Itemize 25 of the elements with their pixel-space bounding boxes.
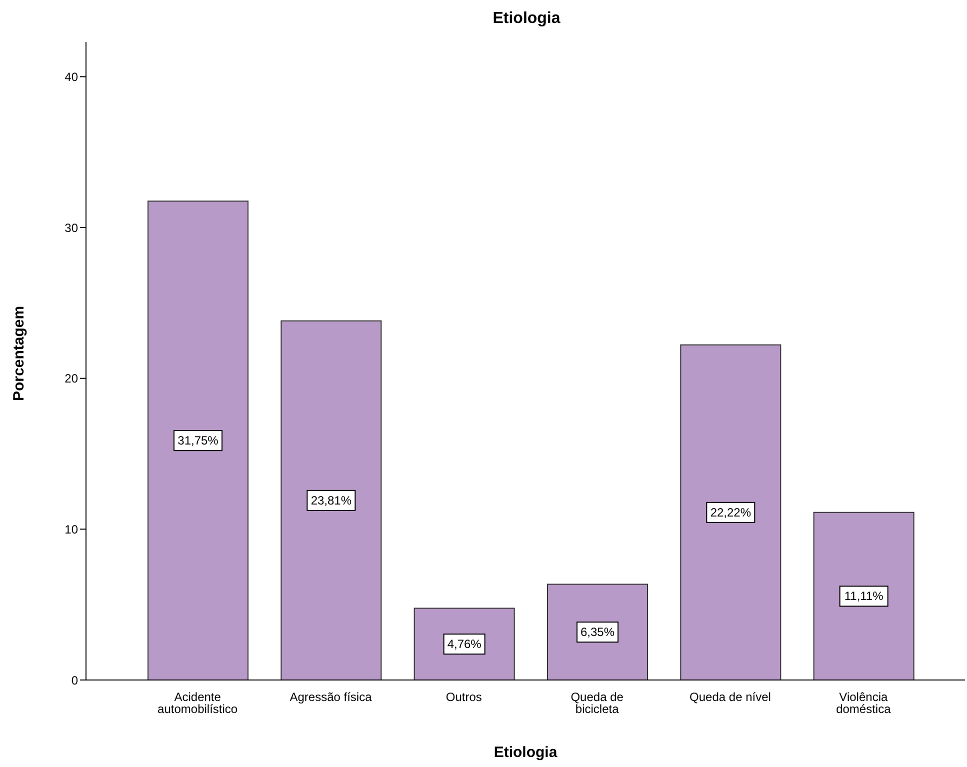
- data-label: 11,11%: [844, 589, 884, 604]
- bar: [813, 512, 914, 680]
- bar: [547, 584, 648, 680]
- x-tick-label: Agressão física: [290, 690, 372, 704]
- x-tick-label: Outros: [446, 690, 482, 704]
- y-tick-label: 30: [64, 220, 78, 235]
- data-label: 31,75%: [178, 434, 219, 448]
- y-tick-label: 0: [71, 673, 78, 688]
- x-tick-label: Queda de bicicleta: [570, 690, 624, 716]
- y-tick-label: 40: [64, 70, 78, 84]
- y-tick-label: 20: [64, 372, 78, 386]
- x-tick-label: Queda de nível: [690, 690, 771, 704]
- bar: [280, 320, 382, 680]
- data-label: 4,76%: [447, 637, 482, 652]
- data-label: 23,81%: [310, 493, 352, 508]
- x-tick-label: Violência doméstica: [836, 690, 892, 716]
- y-axis-title: Porcentagem: [10, 306, 28, 401]
- bar: [680, 344, 782, 680]
- bar: [148, 200, 248, 680]
- y-tick-label: 10: [64, 522, 78, 536]
- data-label: 22,22%: [710, 505, 752, 520]
- x-axis-title: Etiologia: [494, 744, 558, 761]
- x-tick-label: Acidente automobilístico: [158, 690, 238, 716]
- data-label: 6,35%: [580, 625, 615, 640]
- chart-title: Etiologia: [492, 10, 562, 28]
